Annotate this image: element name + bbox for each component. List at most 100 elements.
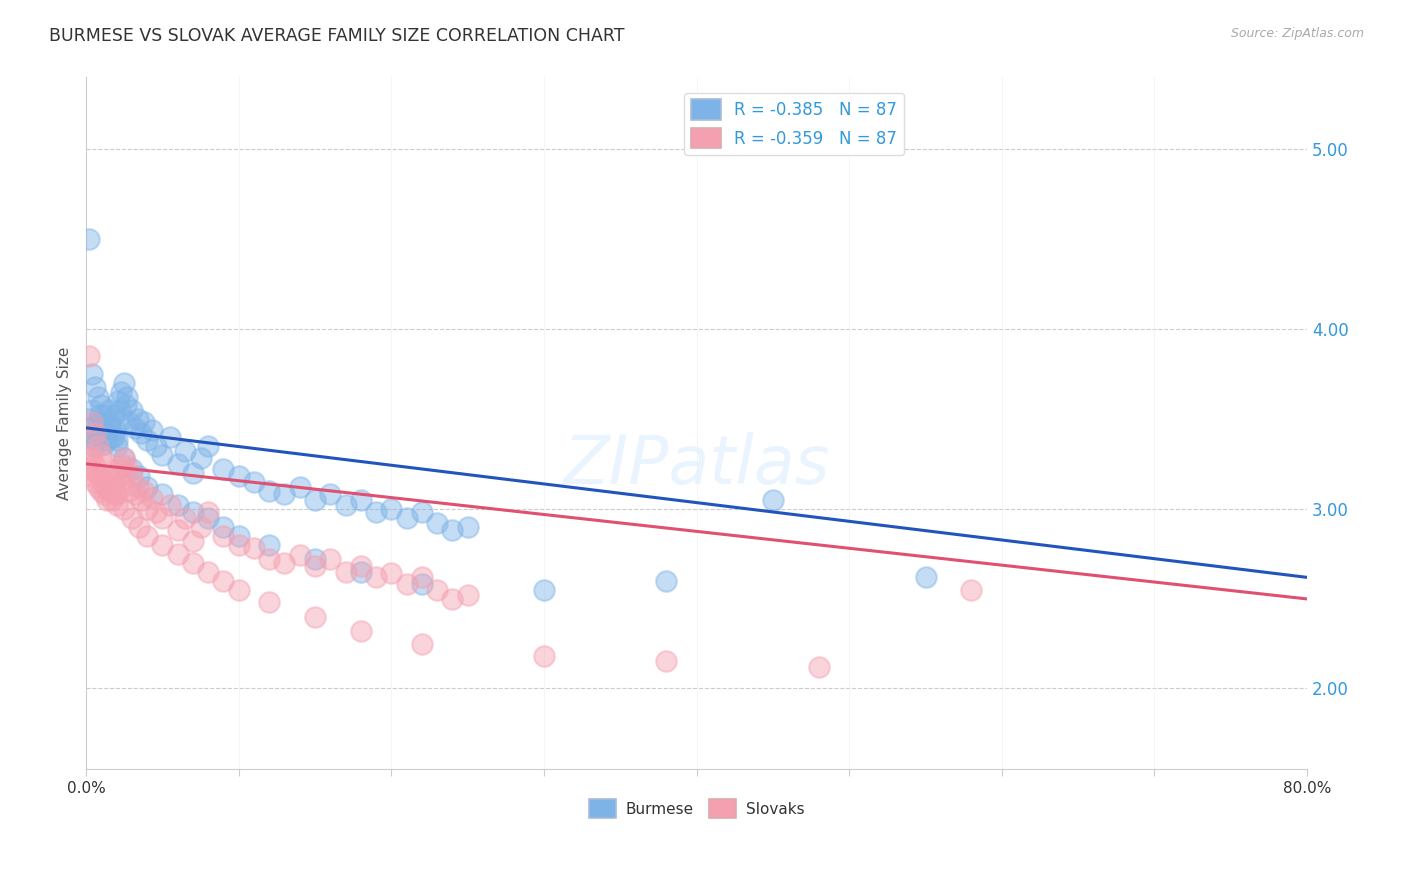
Point (105, 498, 128, 512)
Point (441, 524, 464, 538)
Point (364, 570, 387, 584)
Point (257, 552, 280, 566)
Point (77, 232, 100, 246)
Point (655, 574, 678, 588)
Point (103, 409, 125, 423)
Point (457, 588, 479, 602)
Point (93, 487, 115, 501)
Point (84, 426, 107, 441)
Point (319, 487, 342, 501)
Point (150, 487, 173, 501)
Point (132, 416, 155, 430)
Point (114, 397, 136, 411)
Point (228, 469, 250, 483)
Point (257, 595, 280, 609)
Point (288, 549, 311, 563)
Point (121, 462, 143, 476)
Point (105, 434, 128, 448)
Point (93, 457, 115, 471)
Point (97, 403, 120, 417)
Point (83, 457, 105, 471)
Point (90, 397, 112, 411)
Point (304, 609, 326, 624)
Point (124, 421, 146, 435)
Point (117, 458, 139, 473)
Point (118, 416, 141, 430)
Point (655, 655, 678, 669)
Point (101, 492, 124, 507)
Point (807, 660, 830, 674)
Point (288, 480, 311, 494)
Point (82, 367, 104, 381)
Point (94, 426, 117, 441)
Point (129, 492, 152, 507)
Point (108, 403, 131, 417)
Legend: Burmese, Slovaks: Burmese, Slovaks (582, 793, 810, 824)
Point (107, 393, 129, 408)
Point (127, 480, 149, 494)
Point (128, 519, 150, 533)
Point (90, 483, 112, 498)
Point (84, 475, 107, 489)
Point (114, 466, 136, 480)
Point (86, 434, 108, 448)
Point (112, 451, 135, 466)
Point (107, 462, 129, 476)
Point (395, 577, 418, 591)
Point (97, 419, 120, 434)
Point (159, 430, 181, 444)
Point (79, 451, 101, 466)
Point (411, 636, 433, 650)
Point (77, 349, 100, 363)
Point (243, 475, 266, 489)
Point (111, 412, 134, 426)
Point (166, 524, 188, 538)
Point (117, 390, 139, 404)
Point (150, 538, 173, 552)
Point (335, 565, 357, 579)
Point (84, 426, 107, 441)
Point (127, 412, 149, 426)
Point (212, 519, 235, 533)
Point (914, 570, 936, 584)
Point (103, 476, 125, 491)
Point (76, 412, 98, 426)
Point (121, 403, 143, 417)
Point (121, 510, 143, 524)
Point (136, 480, 159, 494)
Point (174, 444, 197, 458)
Point (304, 492, 326, 507)
Point (112, 501, 135, 516)
Point (93, 409, 115, 423)
Point (136, 529, 159, 543)
Point (380, 566, 402, 581)
Point (212, 529, 235, 543)
Point (97, 469, 120, 483)
Point (762, 492, 785, 507)
Point (118, 483, 141, 498)
Point (82, 469, 104, 483)
Point (212, 574, 235, 588)
Point (197, 565, 219, 579)
Point (960, 582, 983, 597)
Point (228, 582, 250, 597)
Point (350, 492, 373, 507)
Point (304, 559, 326, 574)
Point (181, 556, 204, 570)
Point (124, 487, 146, 501)
Point (90, 448, 112, 462)
Point (132, 483, 155, 498)
Point (129, 426, 152, 441)
Point (319, 552, 342, 566)
Point (83, 439, 105, 453)
Point (150, 448, 173, 462)
Point (84, 379, 107, 393)
Point (77, 462, 100, 476)
Text: BURMESE VS SLOVAK AVERAGE FAMILY SIZE CORRELATION CHART: BURMESE VS SLOVAK AVERAGE FAMILY SIZE CO… (49, 27, 624, 45)
Point (350, 624, 373, 638)
Point (411, 505, 433, 519)
Point (89, 409, 111, 423)
Point (96, 434, 118, 448)
Point (426, 516, 449, 530)
Point (94, 480, 117, 494)
